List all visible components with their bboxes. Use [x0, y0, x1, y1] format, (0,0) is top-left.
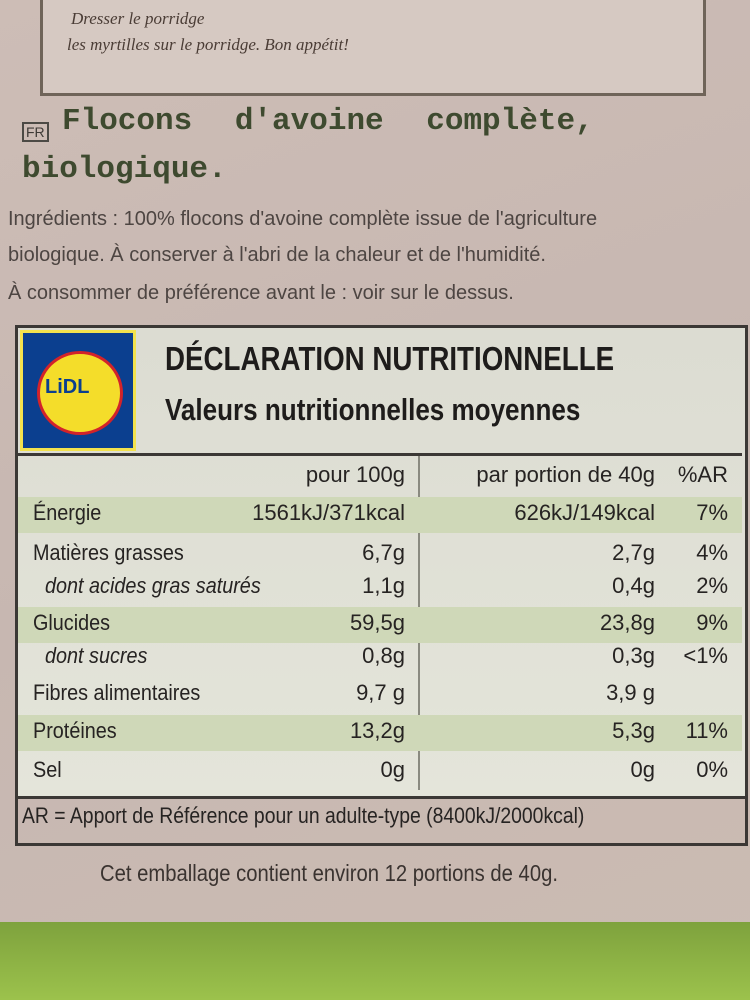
table-subtitle: Valeurs nutritionnelles moyennes — [165, 392, 581, 427]
row-value: <1% — [683, 643, 728, 668]
row-value: 59,5g — [349, 610, 405, 635]
row-value: 4% — [696, 540, 728, 565]
row-shade — [18, 715, 742, 751]
package-note: Cet emballage contient environ 12 portio… — [100, 860, 558, 886]
row-value: 626kJ/149kcal — [514, 500, 655, 525]
row-label: Sel — [33, 757, 62, 782]
row-value: 2,7g — [612, 540, 655, 565]
divider — [18, 453, 742, 456]
logo-text: LiDL — [45, 376, 90, 398]
logo: LiDL — [20, 330, 136, 451]
row-value: 5,3g — [612, 718, 655, 743]
row-value: 13,2g — [349, 718, 405, 743]
row-value: 11% — [685, 718, 728, 743]
row-value: 0g — [380, 757, 405, 782]
ingredients-line: À consommer de préférence avant le : voi… — [8, 282, 514, 304]
row-shade — [18, 497, 742, 533]
row-value: 0g — [630, 757, 655, 782]
row-label: Énergie — [33, 500, 102, 525]
row-label: Fibres alimentaires — [33, 680, 201, 705]
row-shade — [18, 607, 742, 643]
recipe-line: Dresser le porridge — [71, 9, 205, 28]
row-label: Glucides — [33, 610, 111, 635]
ingredients-line: Ingrédients : 100% flocons d'avoine comp… — [8, 208, 598, 230]
table-title: DÉCLARATION NUTRITIONNELLE — [165, 340, 615, 377]
footnote: AR = Apport de Référence pour un adulte-… — [22, 803, 585, 828]
row-label: dont acides gras saturés — [45, 573, 261, 598]
row-value: 6,7g — [362, 540, 405, 565]
footnote-box: AR = Apport de Référence pour un adulte-… — [15, 793, 748, 846]
row-label: Matières grasses — [33, 540, 184, 565]
row-value: 0,4g — [612, 573, 655, 598]
column-header: par portion de 40g — [476, 462, 655, 487]
row-value: 9,7 g — [356, 680, 405, 705]
green-band — [0, 922, 750, 1000]
row-value: 3,9 g — [606, 680, 655, 705]
row-value: 1,1g — [362, 573, 405, 598]
column-header: %AR — [677, 462, 728, 487]
row-value: 0,3g — [612, 643, 655, 668]
recipe-box: Dresser le porridge les myrtilles sur le… — [40, 0, 706, 96]
row-value: 7% — [696, 500, 728, 525]
row-value: 23,8g — [599, 610, 655, 635]
row-value: 9% — [696, 610, 728, 635]
row-value: 0,8g — [362, 643, 405, 668]
product-name: Flocons d'avoine complète, biologique. — [22, 104, 594, 187]
ingredients-line: biologique. À conserver à l'abri de la c… — [8, 244, 546, 266]
recipe-line: les myrtilles sur le porridge. Bon appét… — [67, 35, 349, 54]
row-label: dont sucres — [45, 643, 148, 668]
row-value: 2% — [696, 573, 728, 598]
column-header: pour 100g — [305, 462, 405, 487]
row-value: 0% — [696, 757, 728, 782]
row-value: 1561kJ/371kcal — [252, 500, 405, 525]
row-label: Protéines — [33, 718, 117, 743]
language-tag: FR — [22, 122, 49, 142]
